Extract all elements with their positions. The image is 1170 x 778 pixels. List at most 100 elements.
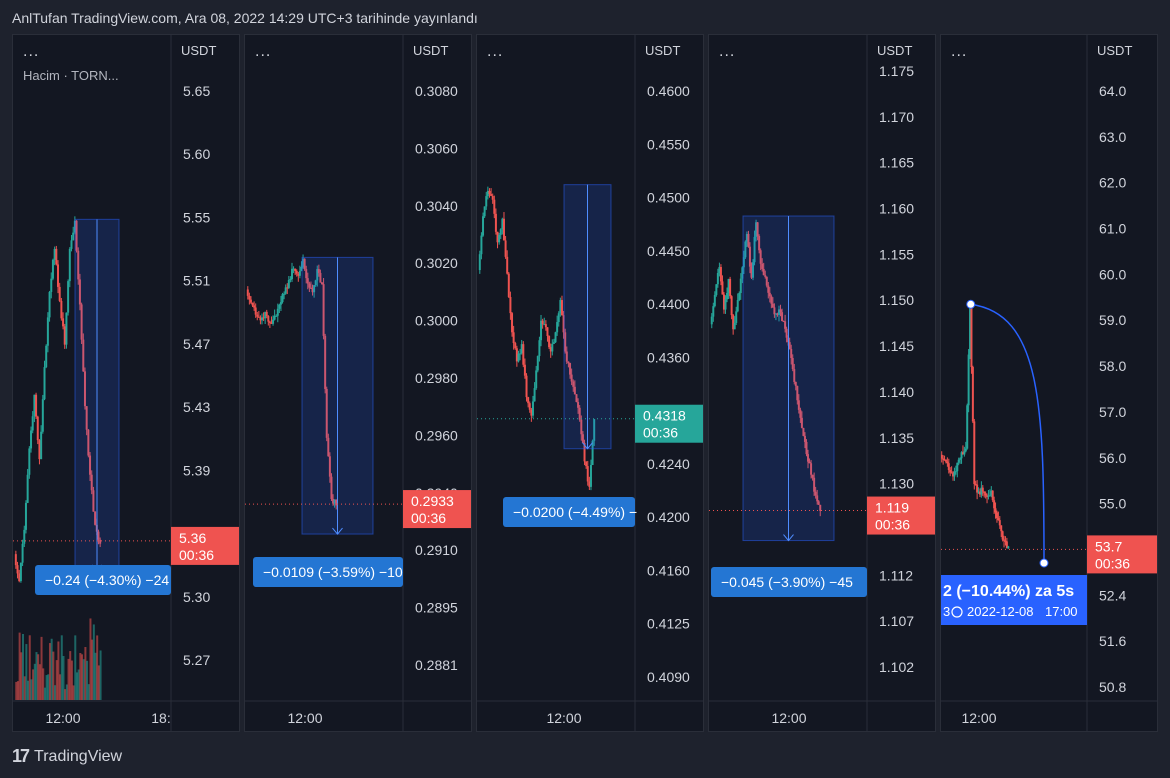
candle-body	[816, 495, 819, 502]
volume-bar	[97, 665, 100, 700]
y-tick-label: 0.3000	[415, 313, 458, 329]
x-tick-label: 12:00	[45, 710, 80, 726]
candle-body	[793, 369, 796, 382]
chart-svg[interactable]: USDT 0.4600 0.4550 0.4500 0.4450 0.4400 0.4360…	[477, 35, 704, 732]
candle-body	[777, 309, 780, 315]
volume-bar	[87, 684, 90, 700]
y-tick-label: 0.3080	[415, 83, 458, 99]
candle-body	[275, 315, 278, 317]
candle-body	[478, 254, 481, 271]
candle-body	[317, 269, 320, 273]
candle-body	[724, 299, 727, 310]
forecast-date-text: 2022-12-08	[967, 604, 1034, 619]
y-tick-label: 5.60	[183, 146, 210, 162]
candle-body	[33, 394, 36, 417]
candle-body	[586, 466, 589, 482]
candle-body	[264, 311, 267, 319]
countdown-value: 00:36	[875, 517, 910, 533]
candle-body	[23, 529, 26, 544]
y-tick-label: 0.2980	[415, 370, 458, 386]
y-tick-label: 0.4500	[647, 190, 690, 206]
chart-svg[interactable]: USDT 64.0 63.0 62.0 61.0 60.0 59.0 58.0 57.0 56.0…	[941, 35, 1158, 732]
candle-body	[753, 236, 756, 263]
y-tick-label: 0.2910	[415, 542, 458, 558]
candle-body	[947, 463, 950, 471]
volume-bar	[32, 669, 35, 700]
chart-panel-3[interactable]: USDT 0.4600 0.4550 0.4500 0.4450 0.4400 0.4360…	[476, 34, 704, 732]
candle-body	[1000, 525, 1003, 532]
volume-bar	[91, 639, 94, 700]
candle-body	[805, 441, 808, 455]
volume-bar	[82, 659, 85, 700]
measure-label-text: −0.045 (−3.90%) −45	[721, 574, 853, 590]
candle-body	[506, 256, 509, 274]
volume-indicator-label[interactable]: Hacim · TORN...	[23, 68, 119, 83]
candle-body	[811, 474, 814, 478]
chart-panel-1[interactable]: USDT5.655.605.555.515.475.435.395.335.30…	[12, 34, 240, 732]
y-tick-label: 1.155	[879, 246, 914, 262]
candle-body	[759, 250, 762, 264]
candle-body	[993, 500, 996, 509]
candle-body	[486, 190, 489, 197]
y-tick-label: 0.4200	[647, 509, 690, 525]
y-tick-label: 0.4240	[647, 456, 690, 472]
volume-bar	[15, 681, 18, 700]
candle-body	[302, 258, 305, 267]
candle-body	[560, 300, 563, 316]
candle-body	[520, 344, 523, 354]
candle-body	[990, 490, 993, 496]
candle-body	[980, 487, 983, 495]
panel-menu[interactable]: ...	[23, 43, 40, 60]
volume-bar	[77, 669, 80, 700]
candle-body	[954, 471, 957, 473]
candle-body	[788, 342, 791, 350]
chart-panel-2[interactable]: USDT 0.3080 0.3060 0.3040 0.3020 0.3000 0.2980…	[244, 34, 472, 732]
candle-body	[322, 284, 325, 336]
x-tick-label: 12:00	[287, 710, 322, 726]
candle-body	[943, 459, 946, 461]
volume-bar	[48, 643, 51, 700]
candle-body	[817, 501, 820, 505]
candle-body	[504, 240, 507, 257]
candle-body	[946, 461, 949, 464]
forecast-arrow	[970, 303, 1045, 564]
candle-body	[256, 314, 259, 317]
candle-body	[276, 308, 279, 316]
chart-panel-5[interactable]: USDT 64.0 63.0 62.0 61.0 60.0 59.0 58.0 57.0 56.0…	[940, 34, 1158, 732]
candle-body	[785, 328, 788, 338]
chart-panel-4[interactable]: USDT 1.175 1.170 1.165 1.160 1.155 1.150 1.145 1…	[708, 34, 936, 732]
measure-label-box	[253, 557, 403, 587]
candle-body	[335, 499, 338, 506]
candle-body	[551, 343, 554, 352]
candle-body	[257, 316, 260, 318]
candle-body	[68, 248, 71, 282]
chart-svg[interactable]: USDT 0.3080 0.3060 0.3040 0.3020 0.3000 0.2980…	[245, 35, 472, 732]
panel-menu[interactable]: ...	[255, 43, 272, 60]
chart-svg[interactable]: USDT 1.175 1.170 1.165 1.160 1.155 1.150 1.145 1…	[709, 35, 936, 732]
panel-menu[interactable]: ...	[951, 43, 968, 60]
candle-body	[16, 565, 19, 574]
candle-body	[942, 458, 945, 460]
candle-body	[994, 508, 997, 513]
volume-bar	[69, 651, 72, 700]
candle-body	[533, 388, 536, 402]
forecast-time-text: 17:00	[1045, 604, 1078, 619]
candle-body	[779, 309, 782, 313]
candle-body	[24, 502, 27, 530]
candle-body	[70, 240, 73, 249]
volume-bar	[54, 685, 57, 700]
panel-menu[interactable]: ...	[487, 43, 504, 60]
candle-body	[501, 218, 504, 230]
currency-label: USDT	[877, 43, 912, 58]
volume-bar	[72, 685, 75, 700]
panel-menu[interactable]: ...	[719, 43, 736, 60]
chart-svg[interactable]: USDT5.655.605.555.515.475.435.395.335.30…	[13, 35, 240, 732]
candle-body	[523, 364, 526, 376]
y-tick-label: 61.0	[1099, 221, 1126, 237]
candle-body	[1007, 546, 1010, 549]
candle-body	[548, 335, 551, 348]
candle-body	[750, 266, 753, 278]
candle-body	[305, 269, 308, 279]
candle-body	[782, 321, 785, 323]
candle-body	[499, 229, 502, 235]
